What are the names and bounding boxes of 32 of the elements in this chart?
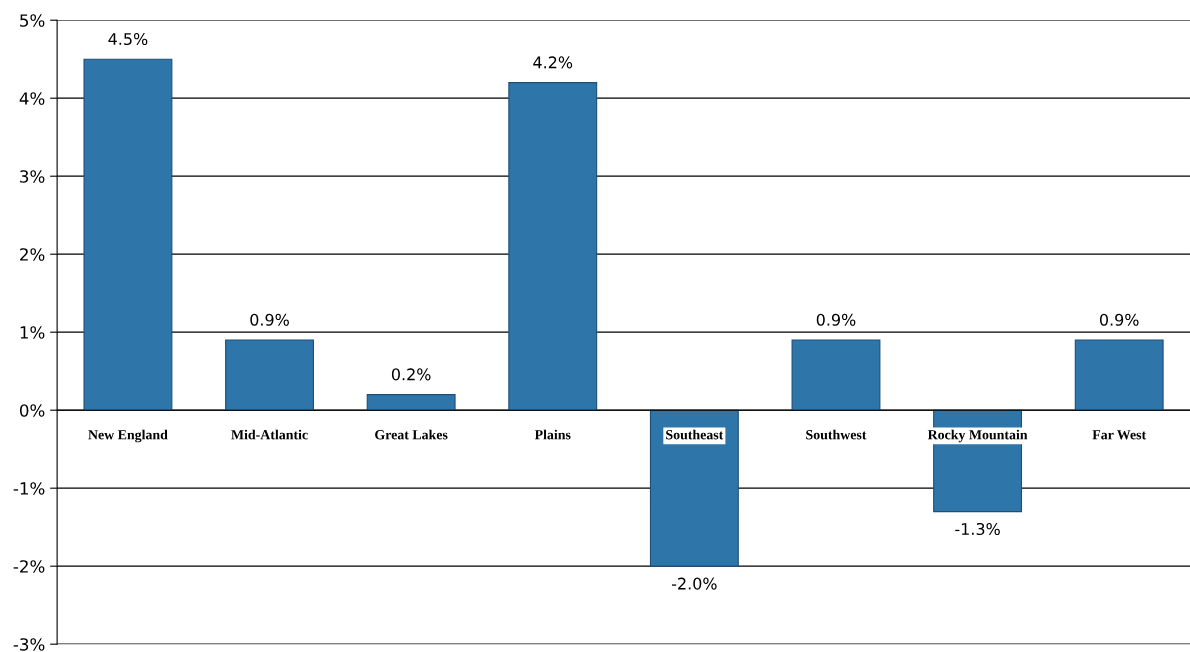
x-tick-label: New England [88, 429, 168, 443]
y-tick-label: 0% [19, 404, 45, 417]
bar [1074, 339, 1164, 411]
x-tick-label: Great Lakes [375, 429, 448, 440]
data-label: 0.9% [1099, 313, 1139, 326]
y-tick-label: 1% [20, 326, 45, 339]
data-label: 0.2% [391, 368, 431, 381]
data-label: -2.0% [671, 577, 717, 590]
x-tick-label: Mid-Atlantic [231, 429, 308, 440]
bar [791, 339, 881, 411]
x-tick-label: Plains [534, 429, 571, 440]
y-tick-label: -2% [13, 560, 45, 573]
bar [649, 409, 739, 567]
x-tick-label: Rocky Mountain [927, 429, 1028, 443]
bar [225, 339, 314, 411]
y-tick-label: 3% [20, 170, 45, 183]
data-label: -1.3% [955, 522, 1000, 536]
bar [83, 58, 173, 411]
bar [508, 82, 598, 411]
data-label: 0.9% [816, 313, 856, 326]
y-tick-label: 4% [19, 92, 45, 105]
y-tick-label: 5% [20, 14, 45, 27]
bar [366, 394, 456, 411]
x-tick-label: Southwest [806, 429, 867, 440]
data-label: 0.9% [250, 313, 289, 326]
data-label: 4.2% [533, 56, 573, 69]
y-tick-label: -3% [13, 638, 45, 651]
y-tick-label: 2% [20, 248, 45, 261]
y-tick-label: -1% [13, 482, 45, 495]
x-tick-label: Far West [1092, 430, 1147, 440]
x-tick-label: Southeast [666, 429, 724, 440]
data-label: 4.5% [108, 32, 148, 45]
